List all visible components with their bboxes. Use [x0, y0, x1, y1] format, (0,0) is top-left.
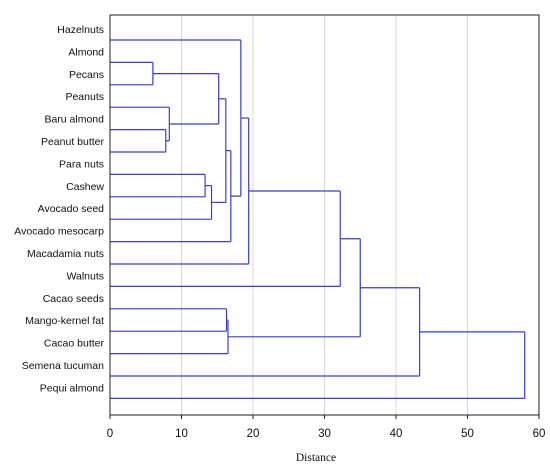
x-tick-label: 30 [318, 428, 331, 440]
leaf-label: Mango-kernel fat [25, 315, 104, 327]
leaf-label: Macadamia nuts [27, 248, 104, 260]
leaf-label: Semena tucuman [22, 360, 104, 372]
x-tick-label: 20 [247, 428, 260, 440]
x-tick-label: 10 [175, 428, 188, 440]
dendrogram-branches [110, 39, 526, 399]
leaf-label: Para nuts [59, 158, 104, 170]
leaf-label: Almond [68, 46, 104, 58]
leaf-label: Avocado seed [38, 203, 105, 215]
leaf-label: Pequi almond [40, 382, 104, 394]
leaf-label: Peanut butter [41, 136, 105, 148]
leaf-labels: Hazelnuts Almond Pecans Peanuts Baru almond P… [14, 24, 104, 394]
leaf-label: Cacao seeds [43, 293, 104, 305]
leaf-label: Avocado mesocarp [14, 226, 104, 238]
leaf-label: Baru almond [44, 114, 104, 126]
leaf-label: Pecans [69, 69, 104, 81]
x-axis-title: Distance [296, 452, 336, 464]
x-tick-label: 50 [461, 428, 474, 440]
x-axis-ticks: 0 10 20 30 40 50 60 [107, 415, 546, 440]
leaf-label: Cacao butter [44, 338, 105, 350]
x-tick-label: 0 [107, 428, 113, 440]
x-tick-label: 40 [390, 428, 403, 440]
leaf-label: Walnuts [66, 270, 104, 282]
leaf-label: Hazelnuts [57, 24, 104, 36]
x-tick-label: 60 [533, 428, 546, 440]
leaf-label: Cashew [66, 181, 104, 193]
leaf-label: Peanuts [65, 91, 104, 103]
